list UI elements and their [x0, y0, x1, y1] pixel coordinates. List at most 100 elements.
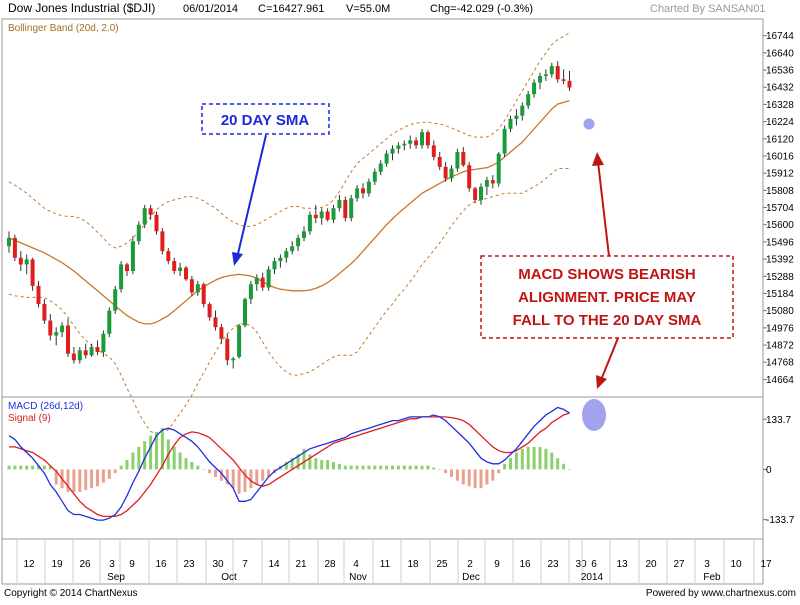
histogram-bar — [302, 448, 306, 470]
x-month-tick-label: Oct — [221, 572, 237, 583]
macd-callout-line-1: MACD SHOWS BEARISH — [518, 266, 696, 283]
histogram-bar — [568, 469, 571, 470]
candle-body — [567, 80, 572, 88]
candle-body — [237, 325, 242, 357]
histogram-bar — [544, 448, 548, 470]
histogram-bar — [408, 465, 412, 470]
candle-body — [349, 198, 354, 219]
sma-arrow — [236, 134, 267, 259]
candle-body — [66, 325, 70, 354]
histogram-bar — [219, 469, 223, 481]
candle-body — [526, 94, 531, 106]
x-day-tick-label: 18 — [407, 559, 419, 570]
x-day-tick-label: 9 — [494, 559, 500, 570]
candle-body — [130, 241, 135, 271]
histogram-bar — [72, 469, 76, 492]
candle-body — [42, 304, 47, 321]
x-day-tick-label: 11 — [380, 559, 391, 570]
candle-body — [343, 199, 348, 219]
histogram-bar — [503, 463, 507, 470]
candle-body — [189, 279, 194, 293]
histogram-bar — [332, 461, 335, 470]
x-day-tick-label: 12 — [23, 559, 35, 570]
down-arrow-head — [596, 375, 607, 389]
macd-highlight-circle — [582, 399, 606, 431]
candle-body — [372, 171, 377, 182]
down-arrow — [600, 337, 619, 381]
candle-body — [184, 267, 188, 280]
signal-line — [9, 412, 570, 518]
candle-body — [201, 284, 206, 305]
candle-body — [136, 224, 141, 242]
candle-body — [420, 132, 424, 146]
candle-body — [231, 358, 236, 361]
histogram-bar — [155, 431, 158, 470]
price-y-tick-label: 14872 — [766, 341, 794, 352]
price-y-tick-label: 14664 — [766, 375, 794, 386]
candle-body — [555, 66, 560, 80]
bollinger-bands — [8, 32, 570, 436]
x-day-tick-label: 21 — [295, 559, 307, 570]
price-y-tick-label: 15184 — [766, 289, 794, 300]
candle-body — [54, 332, 59, 336]
date-axis-frame — [1, 538, 764, 585]
price-y-tick-label: 16640 — [766, 48, 794, 59]
histogram-bar — [556, 458, 560, 470]
candle-body — [166, 251, 171, 262]
candle-body — [502, 128, 507, 154]
candle-body — [195, 284, 200, 293]
histogram-bar — [208, 469, 212, 474]
histogram-bar — [497, 469, 501, 474]
x-day-tick-label: 23 — [183, 559, 195, 570]
candle-body — [437, 156, 442, 167]
candle-body — [77, 350, 82, 361]
sma-callout-box — [201, 103, 330, 135]
macd-y-tick-label: 0 — [766, 465, 772, 476]
macd-legend: MACD (26d,12d) — [8, 401, 83, 412]
x-day-tick-label: 14 — [268, 559, 280, 570]
candle-body — [414, 140, 419, 146]
candle-body — [479, 186, 483, 200]
candle-body — [243, 299, 247, 326]
price-y-tick-label: 14768 — [766, 358, 794, 369]
candle-body — [402, 143, 407, 146]
histogram-bar — [361, 465, 365, 470]
price-y-tick-label: 16016 — [766, 151, 794, 162]
histogram-bar — [13, 465, 17, 470]
candle-body — [213, 317, 218, 328]
price-y-tick-label: 15600 — [766, 220, 794, 231]
price-y-tick-label: 15912 — [766, 169, 794, 180]
candle-body — [461, 152, 466, 166]
histogram-bar — [261, 469, 265, 481]
candle-body — [12, 237, 17, 258]
candle-body — [532, 82, 537, 95]
histogram-bar — [337, 463, 341, 470]
histogram-bar — [37, 465, 40, 470]
x-day-tick-label: 17 — [760, 559, 772, 570]
price-y-tick-label: 15392 — [766, 255, 794, 266]
candle-body — [113, 289, 118, 311]
candle-body — [154, 214, 159, 232]
histogram-bar — [249, 469, 253, 489]
histogram-bar — [485, 469, 489, 485]
macd-line — [8, 406, 570, 521]
histogram-bar — [267, 469, 271, 477]
histogram-bar — [491, 469, 495, 481]
candle-body — [71, 353, 76, 361]
histogram-bar — [538, 446, 542, 470]
histogram-bar — [84, 469, 88, 491]
x-day-tick-label: 19 — [51, 559, 63, 570]
macd-panel-frame — [1, 396, 764, 540]
candle-body — [219, 327, 224, 339]
histogram-bar — [326, 460, 330, 470]
macd-y-axis: 133.7 0 -133.7 — [763, 415, 795, 526]
candle-body — [36, 285, 41, 305]
price-y-tick-label: 15288 — [766, 272, 794, 283]
histogram-bar — [479, 469, 483, 489]
powered-by-label: Powered by www.chartnexus.com — [646, 588, 796, 599]
candle-body — [337, 199, 342, 209]
x-day-tick-label: 27 — [673, 559, 685, 570]
date-x-axis: 12 19 26 3 9 16 23 30 7 14 21 28 4 11 18 25 2 9 16 23 30 6 13 2… — [16, 539, 772, 584]
candle-body — [408, 140, 413, 144]
histogram-bar — [125, 460, 129, 470]
